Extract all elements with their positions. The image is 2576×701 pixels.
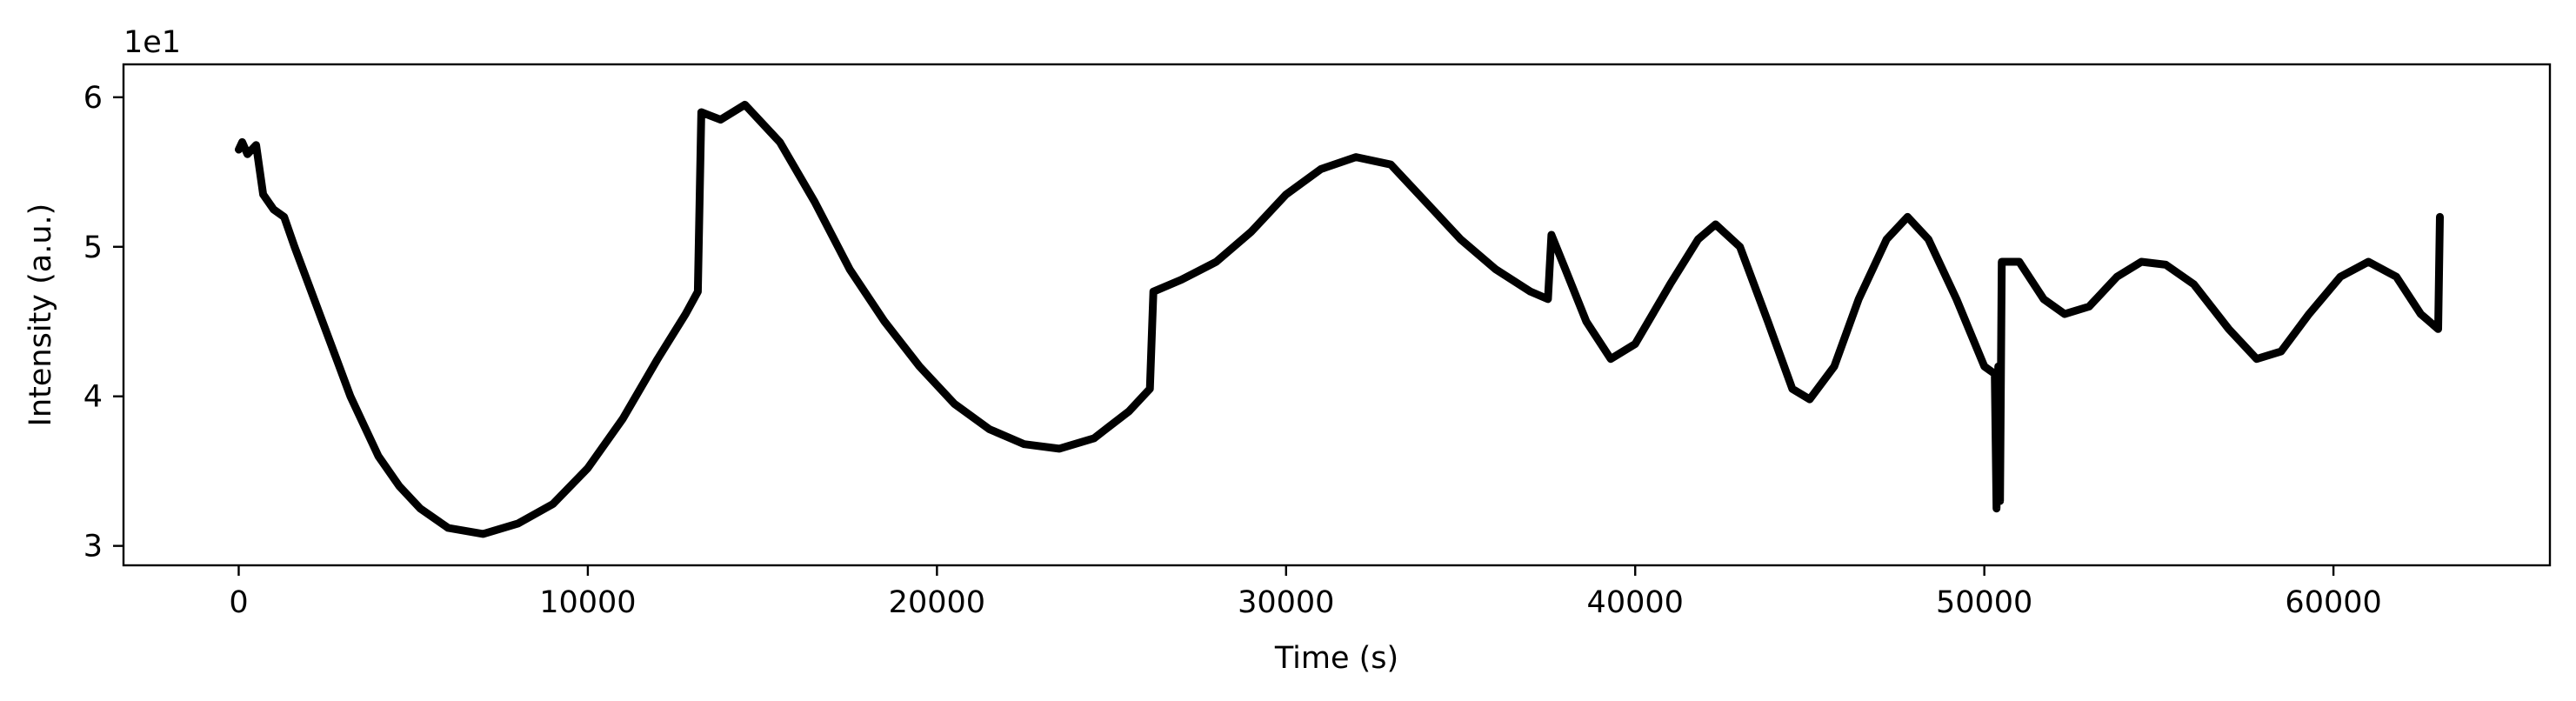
x-axis: 0 10000 20000 30000 40000 50000 60000 [229,565,2382,620]
x-tick-label: 0 [229,585,248,620]
y-tick-label: 4 [83,380,103,415]
y-axis-multiplier: 1e1 [123,25,181,60]
y-tick-label: 6 [83,81,103,116]
x-tick-label: 30000 [1238,585,1334,620]
plot-area-background [123,64,2550,565]
y-tick-label: 3 [83,530,103,564]
series-line-0 [235,100,2444,538]
y-axis-label: Intensity (a.u.) [23,204,58,427]
plot-frame [122,63,2552,567]
x-tick-label: 50000 [1936,585,2032,620]
y-axis: 3 4 5 6 [83,81,123,564]
y-tick-label: 5 [83,230,103,265]
x-axis-label: Time (s) [1274,641,1398,676]
series-layer [235,100,2444,538]
x-tick-label: 60000 [2285,585,2381,620]
x-tick-label: 40000 [1587,585,1684,620]
x-tick-label: 20000 [889,585,985,620]
x-tick-label: 10000 [539,585,636,620]
